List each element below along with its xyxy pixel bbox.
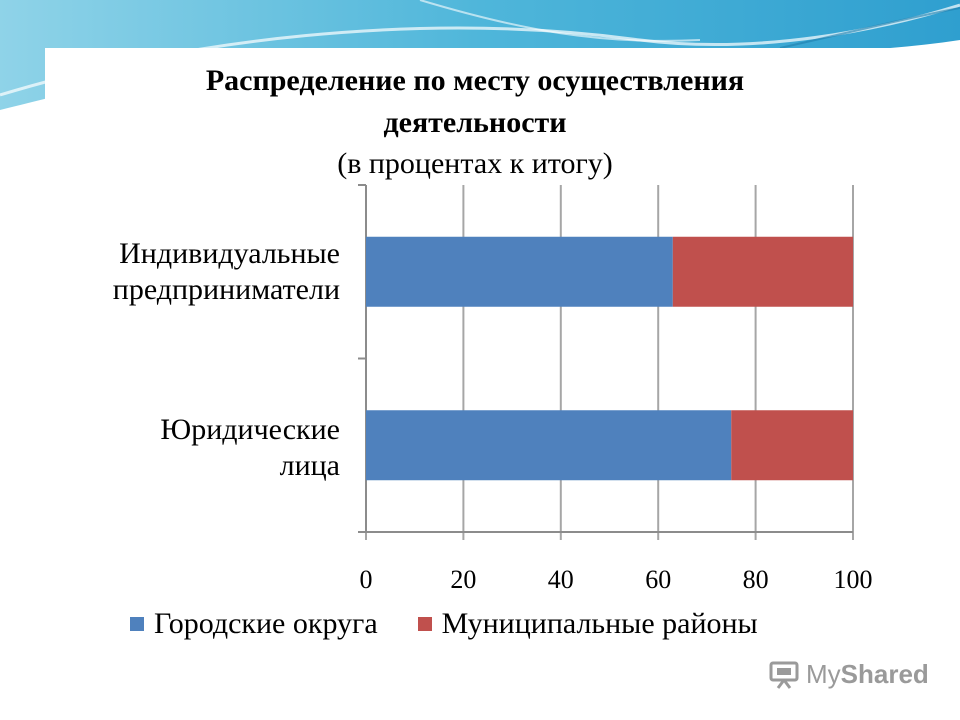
legend-swatch-1	[417, 617, 432, 631]
chart-panel	[45, 48, 905, 662]
chart-title-line2: деятельности	[383, 106, 567, 139]
legend-item-0: Городские округа	[130, 607, 378, 641]
legend: Городские округа Муниципальные районы	[130, 604, 758, 644]
x-tick-label-0: 0	[360, 565, 373, 594]
chart-title: Распределение по месту осуществления дея…	[45, 60, 905, 184]
legend-swatch-0	[130, 617, 144, 631]
logo-text-b: Shared	[840, 658, 929, 689]
x-tick-label-4: 80	[743, 565, 769, 594]
category-label-1: Юридические лица	[160, 413, 340, 482]
logo-text-a: My	[806, 658, 841, 689]
category-label-0: Индивидуальные предприниматели	[112, 237, 340, 306]
x-tick-label-1: 20	[450, 565, 476, 594]
x-tick-label-3: 60	[645, 565, 671, 594]
legend-label-0: Городские округа	[154, 607, 378, 640]
myshared-logo: MyShared	[768, 654, 929, 694]
bar-1-0	[366, 410, 732, 481]
projector-icon	[769, 661, 799, 689]
chart-subtitle: (в процентах к итогу)	[337, 147, 613, 180]
chart-title-line1: Распределение по месту осуществления	[205, 64, 745, 97]
legend-label-1: Муниципальные районы	[441, 607, 758, 640]
x-tick-label-5: 100	[834, 565, 873, 594]
legend-item-1: Муниципальные районы	[417, 607, 758, 641]
bar-1-1	[731, 410, 853, 481]
bar-0-0	[366, 236, 673, 307]
bar-0-1	[672, 236, 853, 307]
x-tick-label-2: 40	[548, 565, 574, 594]
